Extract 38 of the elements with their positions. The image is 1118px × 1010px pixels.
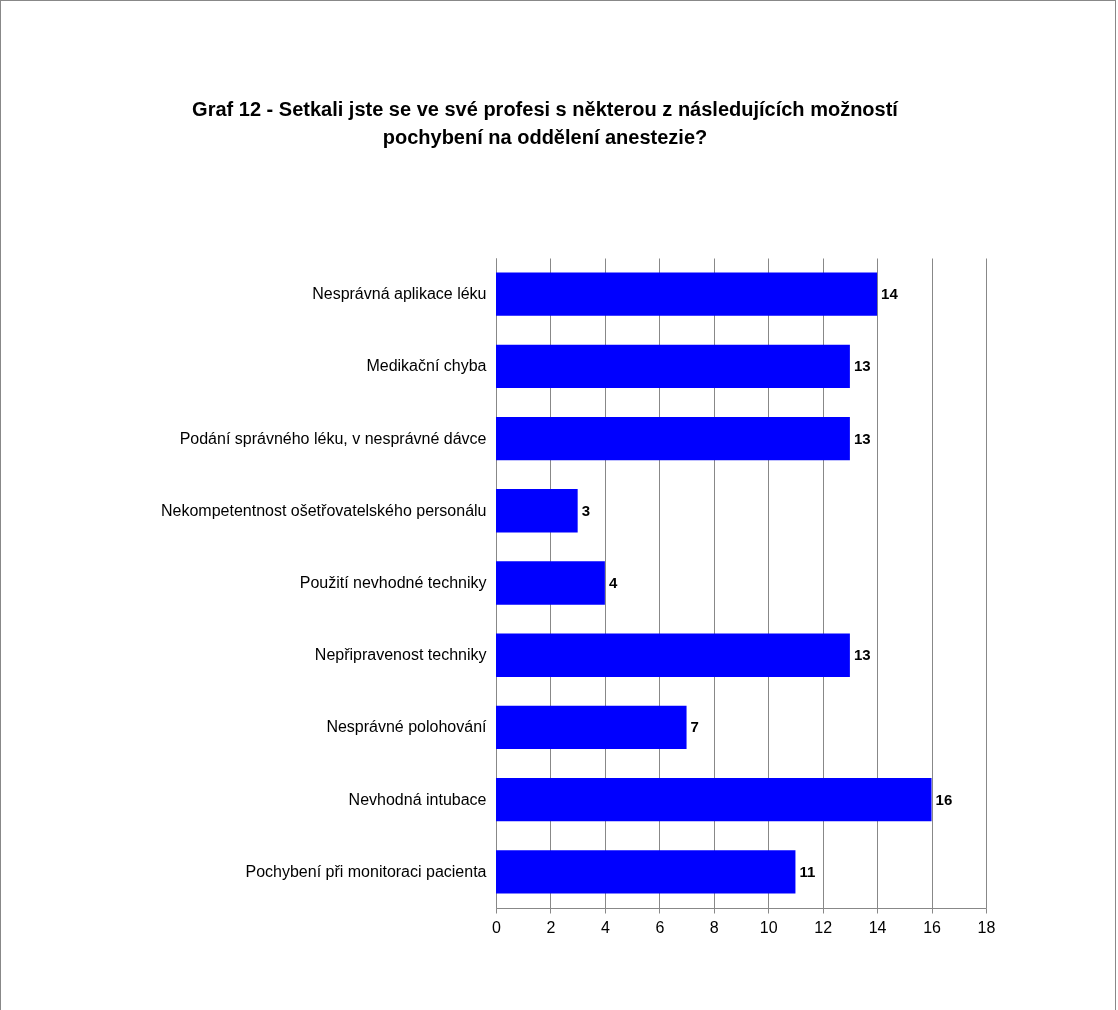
x-tick-label: 10: [759, 918, 778, 936]
data-label: 3: [581, 501, 591, 519]
x-tick-label: 14: [868, 918, 887, 936]
bar: [496, 489, 578, 533]
data-label: 7: [690, 718, 699, 736]
x-tick-label: 0: [492, 918, 502, 936]
x-tick-label: 8: [709, 918, 719, 936]
y-tick-label: Nesprávná aplikace léku: [312, 285, 487, 303]
y-tick-label: Nevhodná intubace: [348, 790, 487, 808]
data-label: 16: [935, 790, 953, 808]
data-label: 13: [853, 646, 871, 664]
x-tick-label: 18: [977, 918, 996, 936]
bar: [496, 561, 605, 605]
bar: [496, 705, 687, 750]
data-label: 11: [799, 862, 816, 880]
data-label: 13: [853, 357, 871, 375]
chart-title: Graf 12 - Setkali jste se ve své profesi s některou z následujících možností pochybení na oddělení anestezie?: [192, 98, 900, 148]
y-tick-label: Nepřipravenost techniky: [314, 646, 487, 664]
y-tick-label: Nesprávné polohování: [326, 718, 488, 736]
x-tick-label: 12: [814, 918, 833, 936]
bar: [496, 778, 932, 822]
x-tick-label: 16: [923, 918, 942, 936]
x-tick-label: 6: [655, 918, 665, 936]
bar: [496, 633, 850, 677]
data-label: 14: [881, 285, 899, 303]
bar: [496, 344, 850, 388]
y-tick-label: Použití nevhodné techniky: [299, 574, 487, 591]
bar: [496, 416, 850, 461]
x-tick-label: 4: [600, 918, 610, 936]
y-tick-label: Nekompetentnost ošetřovatelského personálu: [160, 501, 487, 519]
bar: [496, 850, 796, 894]
y-tick-label: Podání správného léku, v nesprávné dávce: [179, 429, 487, 447]
y-tick-label: Pochybení při monitoraci pacienta: [245, 862, 487, 880]
y-tick-label: Medikační chyba: [366, 357, 487, 375]
x-tick-label: 2: [546, 918, 556, 936]
data-label: 4: [608, 574, 618, 591]
data-label: 13: [853, 429, 871, 447]
bar: [496, 272, 878, 316]
